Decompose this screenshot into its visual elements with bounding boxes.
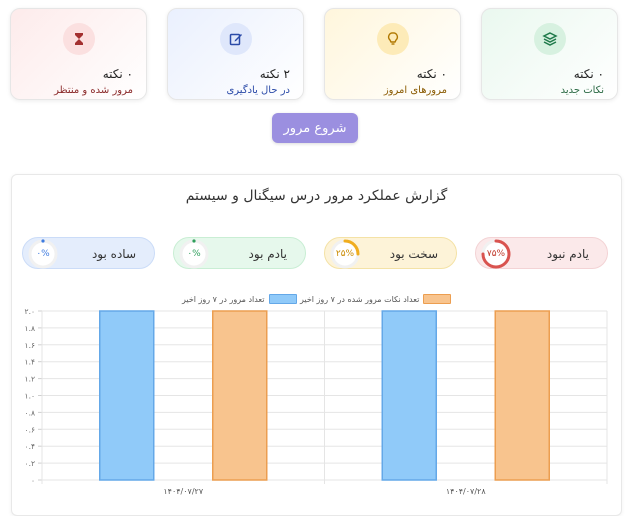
stat-label: یادم بود <box>248 247 287 261</box>
stat-percent: ۰% <box>36 249 50 259</box>
layers-icon <box>533 23 566 55</box>
x-tick-label: ۱۴۰۴/۰۷/۲۸ <box>446 487 486 496</box>
stat-percent: ۰% <box>187 249 201 259</box>
progress-ring <box>330 239 360 269</box>
card-new-notes[interactable]: ۰ نکته نکات جدید <box>481 8 618 100</box>
y-tick-label: ۰ <box>31 476 35 485</box>
legend-label: تعداد نکات مرور شده در ۷ روز اخیر <box>300 294 420 304</box>
bar <box>494 310 550 481</box>
bar <box>99 310 155 481</box>
card-count: ۰ نکته <box>573 67 604 81</box>
progress-ring <box>481 239 511 269</box>
card-label: در حال یادگیری <box>226 85 290 96</box>
card-today-reviews[interactable]: ۰ نکته مرورهای امروز <box>324 8 461 100</box>
y-tick-label: ۰.۲ <box>25 459 35 468</box>
bar <box>212 310 268 481</box>
legend-label: تعداد مرور در ۷ روز اخیر <box>182 294 265 304</box>
stat-pill-remembered: ۰% یادم بود <box>173 237 306 269</box>
stat-percent: ۲۵% <box>335 249 355 259</box>
legend-swatch <box>268 294 297 304</box>
card-label: مرورهای امروز <box>383 85 447 96</box>
stat-label: ساده بود <box>91 247 136 261</box>
y-tick-label: ۱.۴ <box>25 358 35 367</box>
stat-percent: ۷۵% <box>486 249 506 259</box>
y-tick-label: ۲.۰ <box>25 307 35 316</box>
card-waiting[interactable]: ۰ نکته مرور شده و منتظر <box>10 8 147 100</box>
y-tick-label: ۰.۶ <box>25 425 35 434</box>
y-tick-label: ۱.۶ <box>25 341 35 350</box>
y-tick-label: ۱.۰ <box>25 392 35 401</box>
y-tick-label: ۰.۴ <box>25 442 35 451</box>
y-tick-label: ۱.۸ <box>25 324 35 333</box>
x-tick-label: ۱۴۰۴/۰۷/۲۷ <box>163 487 203 496</box>
progress-ring <box>28 239 58 269</box>
stat-pill-forgot: ۷۵% یادم نبود <box>475 237 608 269</box>
stat-label: سخت بود <box>389 247 438 261</box>
ring-arc <box>343 239 360 256</box>
lightbulb-icon <box>376 23 409 55</box>
card-count: ۲ نکته <box>259 67 290 81</box>
edit-icon <box>219 23 252 55</box>
stat-pill-easy: ۰% ساده بود <box>22 237 155 269</box>
stat-label: یادم نبود <box>546 247 589 261</box>
y-tick-label: ۱.۲ <box>25 375 35 384</box>
ring-arc <box>192 239 196 243</box>
ring-arc <box>481 239 511 269</box>
hourglass-icon <box>62 23 95 55</box>
ring-arc <box>41 239 45 243</box>
y-tick-label: ۰.۸ <box>25 408 35 417</box>
legend-item-notes[interactable]: تعداد نکات مرور شده در ۷ روز اخیر <box>300 294 452 304</box>
legend-swatch <box>423 294 452 304</box>
legend-item-reviews[interactable]: تعداد مرور در ۷ روز اخیر <box>182 294 297 304</box>
card-learning[interactable]: ۲ نکته در حال یادگیری <box>167 8 304 100</box>
stat-pill-hard: ۲۵% سخت بود <box>324 237 457 269</box>
start-review-button[interactable]: شروع مرور <box>272 113 358 143</box>
progress-ring <box>179 239 209 269</box>
card-count: ۰ نکته <box>102 67 133 81</box>
bar <box>381 310 437 481</box>
bar-chart: ۰ ۰.۲ ۰.۴ ۰.۶ ۰.۸ ۱.۰ ۱.۲ ۱.۴ ۱.۶ ۱.۸ ۲.۰ ۱۴۰۴/۰۷/۲… <box>25 307 608 496</box>
report-title: گزارش عملکرد مرور درس سیگنال و سیستم <box>185 188 448 204</box>
card-count: ۰ نکته <box>416 67 447 81</box>
card-label: نکات جدید <box>560 85 604 96</box>
card-label: مرور شده و منتظر <box>54 85 133 96</box>
